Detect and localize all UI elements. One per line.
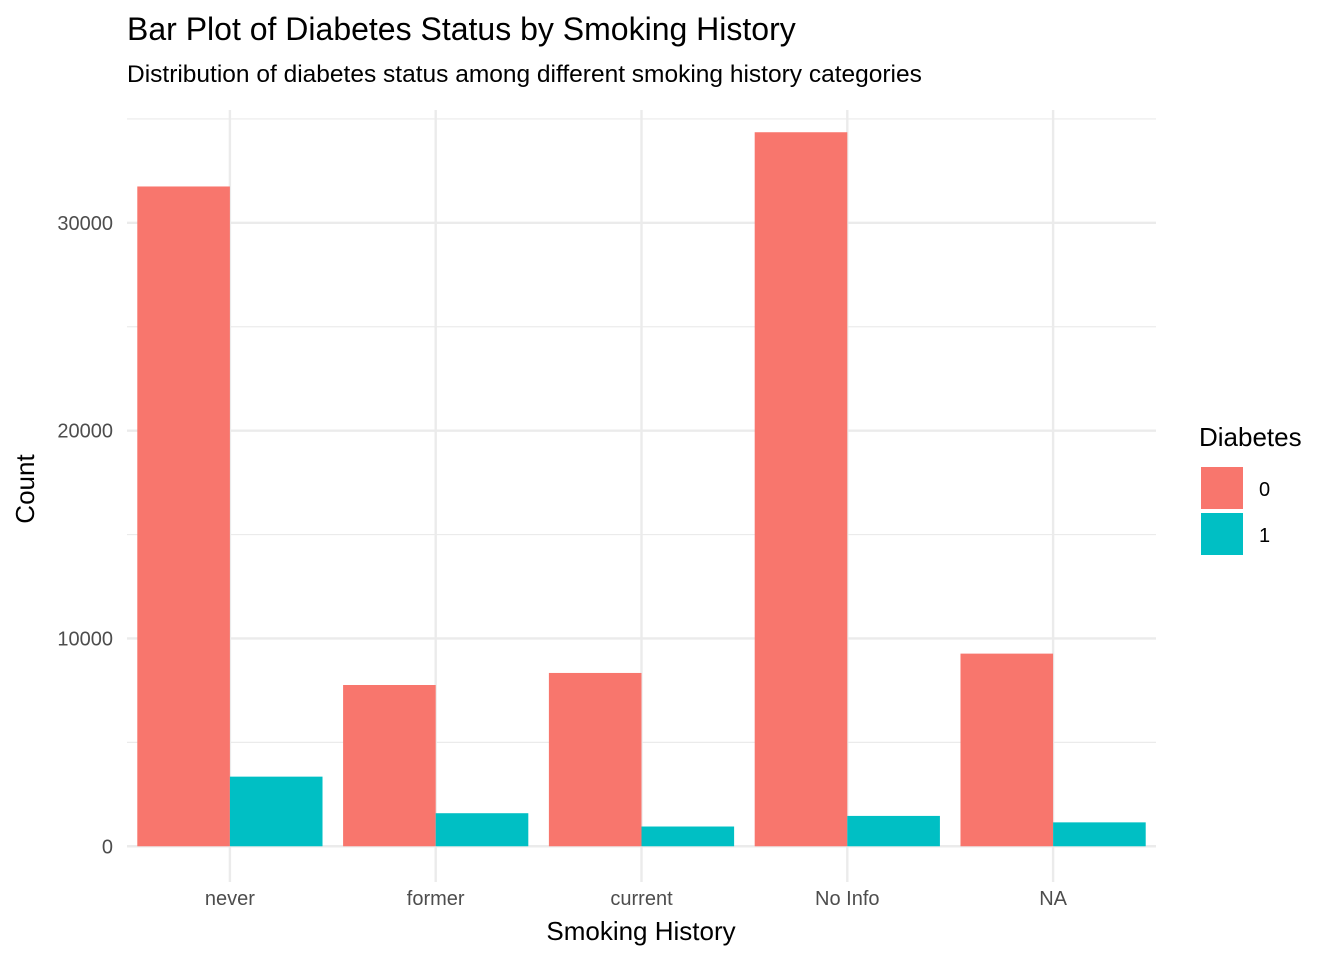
x-tick-label: former [407, 888, 465, 910]
legend-label: 0 [1259, 479, 1270, 501]
chart-subtitle: Distribution of diabetes status among di… [127, 61, 922, 88]
legend-title: Diabetes [1199, 422, 1302, 452]
bar-na-diabetes-0 [960, 653, 1054, 847]
bar-na-diabetes-1 [1053, 822, 1146, 847]
legend-label: 1 [1259, 525, 1270, 547]
x-axis-title: Smoking History [546, 916, 735, 946]
bars [137, 132, 1146, 847]
bar-no-info-diabetes-1 [847, 815, 940, 847]
bar-former-diabetes-0 [343, 684, 436, 847]
bar-current-diabetes-1 [641, 826, 735, 847]
bar-never-diabetes-0 [137, 186, 230, 847]
y-tick-labels: 0 10000 20000 30000 [57, 213, 113, 858]
bar-current-diabetes-0 [548, 672, 642, 847]
bar-never-diabetes-1 [229, 776, 323, 847]
x-tick-label: NA [1039, 888, 1067, 910]
y-tick-label: 30000 [57, 213, 113, 235]
chart-title: Bar Plot of Diabetes Status by Smoking H… [127, 11, 796, 47]
x-tick-labels: never former current No Info NA [205, 888, 1068, 910]
x-tick-label: No Info [815, 888, 879, 910]
y-tick-label: 20000 [57, 421, 113, 443]
bar-no-info-diabetes-0 [754, 132, 848, 847]
legend: Diabetes 0 1 [1199, 422, 1302, 555]
y-tick-label: 0 [102, 836, 113, 858]
y-tick-label: 10000 [57, 628, 113, 650]
x-tick-label: current [610, 888, 673, 910]
y-axis-title: Count [10, 454, 40, 524]
x-tick-label: never [205, 888, 255, 910]
bar-former-diabetes-1 [435, 813, 529, 847]
legend-key-0 [1201, 467, 1243, 509]
legend-key-1 [1201, 513, 1243, 555]
